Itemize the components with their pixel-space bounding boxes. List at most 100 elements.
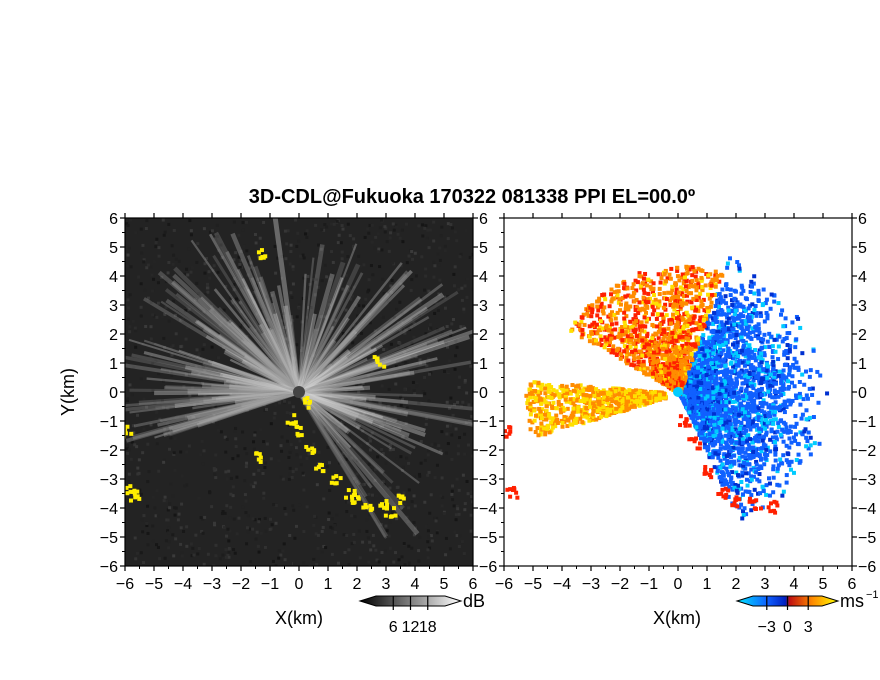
noise-pixel xyxy=(245,526,249,530)
velocity-pixel xyxy=(713,368,718,373)
noise-pixel xyxy=(163,312,167,316)
noise-pixel xyxy=(440,430,444,434)
noise-pixel xyxy=(146,504,150,508)
noise-pixel xyxy=(260,251,264,255)
noise-pixel xyxy=(435,531,439,535)
noise-pixel xyxy=(254,284,258,288)
velocity-pixel xyxy=(698,339,703,344)
velocity-pixel xyxy=(731,327,736,332)
velocity-pixel xyxy=(739,502,744,507)
noise-pixel xyxy=(308,451,312,455)
velocity-pixel xyxy=(753,348,758,353)
velocity-pixel xyxy=(804,369,809,374)
noise-pixel xyxy=(241,322,245,326)
noise-pixel xyxy=(137,275,141,279)
noise-pixel xyxy=(208,386,212,390)
velocity-pixel xyxy=(712,393,717,398)
velocity-pixel xyxy=(758,491,763,496)
noise-pixel xyxy=(321,525,325,529)
velocity-pixel xyxy=(697,362,702,367)
velocity-pixel xyxy=(754,388,759,393)
velocity-pixel xyxy=(702,399,707,404)
noise-pixel xyxy=(168,506,172,510)
velocity-pixel xyxy=(780,373,785,378)
velocity-pixel xyxy=(762,351,767,356)
noise-pixel xyxy=(259,428,263,432)
velocity-pixel xyxy=(729,298,734,303)
echo-ray xyxy=(298,318,413,393)
noise-pixel xyxy=(291,318,295,322)
noise-pixel xyxy=(397,558,401,562)
noise-pixel xyxy=(310,285,314,289)
velocity-pixel xyxy=(739,324,744,329)
noise-pixel xyxy=(280,330,284,334)
velocity-pixel xyxy=(741,440,746,445)
noise-pixel xyxy=(172,253,176,257)
noise-pixel xyxy=(274,521,278,525)
velocity-pixel xyxy=(750,501,755,506)
highlight-pixel xyxy=(363,503,368,508)
noise-pixel xyxy=(471,454,473,458)
velocity-pixel xyxy=(694,335,699,340)
velocity-pixel xyxy=(781,382,786,387)
noise-pixel xyxy=(184,309,188,313)
noise-pixel xyxy=(362,398,366,402)
noise-pixel xyxy=(170,244,174,248)
noise-pixel xyxy=(281,549,285,553)
noise-pixel xyxy=(244,499,248,503)
velocity-pixel xyxy=(770,344,775,349)
noise-pixel xyxy=(315,278,319,282)
noise-pixel xyxy=(377,560,381,564)
noise-pixel xyxy=(454,518,458,522)
noise-pixel xyxy=(367,278,371,282)
noise-pixel xyxy=(142,427,146,431)
velocity-pixel xyxy=(747,489,752,494)
noise-pixel xyxy=(404,422,408,426)
noise-pixel xyxy=(349,345,353,349)
noise-pixel xyxy=(271,309,275,313)
noise-pixel xyxy=(206,290,210,294)
noise-pixel xyxy=(368,398,372,402)
noise-pixel xyxy=(209,362,213,366)
noise-pixel xyxy=(409,325,413,329)
velocity-pixel xyxy=(720,439,725,444)
velocity-pixel xyxy=(695,305,700,310)
velocity-pixel xyxy=(771,490,776,495)
noise-pixel xyxy=(301,253,305,257)
noise-pixel xyxy=(367,231,371,235)
noise-pixel xyxy=(172,554,176,558)
velocity-pixel xyxy=(774,405,779,410)
noise-pixel xyxy=(240,343,244,347)
noise-pixel xyxy=(126,399,130,403)
velocity-pixel xyxy=(727,473,732,478)
velocity-pixel xyxy=(764,483,769,488)
noise-pixel xyxy=(340,356,344,360)
velocity-pixel xyxy=(688,399,693,404)
noise-pixel xyxy=(466,492,470,496)
noise-pixel xyxy=(427,535,431,539)
noise-pixel xyxy=(126,253,130,257)
echo-ray xyxy=(298,262,403,393)
noise-pixel xyxy=(455,345,459,349)
noise-pixel xyxy=(280,435,284,439)
velocity-pixel xyxy=(695,365,700,370)
noise-pixel xyxy=(245,461,249,465)
velocity-pixel xyxy=(788,429,793,434)
velocity-pixel xyxy=(757,330,762,335)
velocity-pixel xyxy=(700,358,705,363)
noise-pixel xyxy=(355,472,359,476)
noise-pixel xyxy=(249,261,253,265)
velocity-pixel xyxy=(694,425,699,430)
noise-pixel xyxy=(175,369,179,373)
highlight-pixel xyxy=(254,451,259,456)
velocity-pixel xyxy=(770,383,775,388)
velocity-pixel xyxy=(632,356,637,361)
noise-pixel xyxy=(448,424,452,428)
velocity-pixel xyxy=(738,403,743,408)
velocity-pixel xyxy=(752,291,757,296)
velocity-pixel xyxy=(700,367,705,372)
echo-ray xyxy=(298,334,470,395)
echo-ray xyxy=(234,389,300,406)
noise-pixel xyxy=(272,503,276,507)
noise-pixel xyxy=(201,381,205,385)
